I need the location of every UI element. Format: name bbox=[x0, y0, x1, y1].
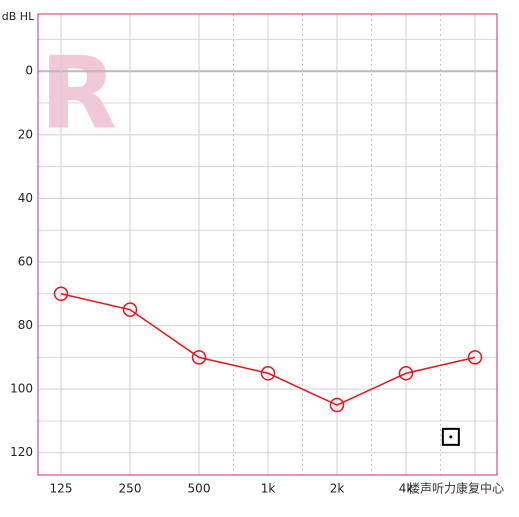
x-tick-label: 500 bbox=[188, 482, 211, 496]
symbol-dot bbox=[449, 435, 453, 439]
data-point bbox=[329, 397, 345, 413]
data-point bbox=[398, 366, 414, 381]
x-tick-label: 1k bbox=[261, 482, 276, 496]
y-axis-label: dB HL bbox=[2, 10, 35, 23]
y-tick-label: 80 bbox=[18, 318, 33, 332]
y-tick-label: 20 bbox=[18, 127, 33, 141]
x-tick-label: 125 bbox=[50, 482, 73, 496]
data-point bbox=[467, 350, 483, 365]
plot-frame bbox=[37, 13, 498, 476]
y-tick-label: 60 bbox=[18, 254, 33, 268]
x-tick-label: 250 bbox=[119, 482, 142, 496]
y-tick-label: 40 bbox=[18, 191, 33, 205]
data-point bbox=[260, 366, 276, 381]
y-tick-label: 0 bbox=[25, 64, 33, 78]
y-tick-label: 100 bbox=[10, 382, 33, 396]
series-line bbox=[60, 293, 476, 406]
x-tick-label: 4k bbox=[399, 482, 414, 496]
watermark: 楼声听力康复中心 bbox=[408, 481, 504, 496]
x-tick-label: 2k bbox=[330, 482, 345, 496]
y-tick-label: 120 bbox=[10, 445, 33, 459]
symbol-box bbox=[441, 427, 460, 446]
data-point bbox=[191, 350, 207, 365]
data-point bbox=[122, 302, 138, 317]
ear-label: R bbox=[40, 34, 117, 151]
data-point bbox=[53, 286, 69, 302]
